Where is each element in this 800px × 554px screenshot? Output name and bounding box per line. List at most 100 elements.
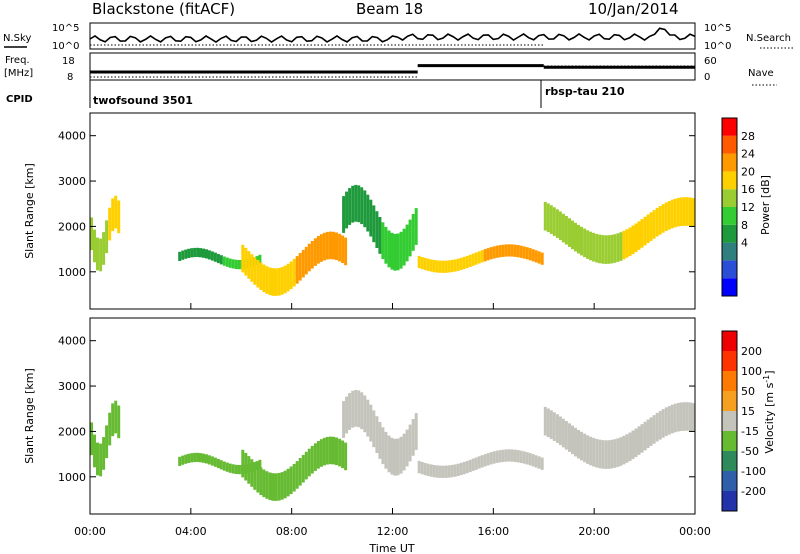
scatter-cell bbox=[237, 260, 241, 270]
colorbar-frame bbox=[721, 330, 738, 512]
scatter-cell bbox=[354, 184, 358, 222]
scatter-cell bbox=[289, 261, 293, 290]
scatter-cell bbox=[522, 246, 526, 259]
scatter-cell bbox=[679, 402, 683, 431]
scatter-cell bbox=[213, 252, 217, 262]
scatter-cell bbox=[589, 436, 593, 466]
colorbar-tick-label: 28 bbox=[741, 130, 755, 143]
scatter-cell bbox=[117, 200, 121, 234]
scatter-cell bbox=[604, 440, 608, 469]
scatter-cell bbox=[634, 223, 638, 253]
velocity-scatter bbox=[90, 389, 695, 501]
scatter-cell bbox=[402, 228, 406, 266]
scatter-cell bbox=[241, 244, 245, 273]
scatter-cell bbox=[231, 464, 235, 474]
x-tick-label: 00:00 bbox=[679, 525, 711, 538]
scatter-cell bbox=[471, 253, 475, 266]
colorbar-segment bbox=[722, 224, 737, 243]
scatter-cell bbox=[258, 459, 262, 469]
scatter-cell bbox=[673, 198, 677, 228]
scatter-cell bbox=[447, 260, 451, 273]
scatter-cell bbox=[516, 245, 520, 258]
scatter-cell bbox=[561, 418, 565, 448]
scatter-cell bbox=[262, 264, 266, 293]
scatter-cell bbox=[187, 248, 191, 258]
scatter-cell bbox=[286, 263, 290, 292]
scatter-cell bbox=[561, 213, 565, 243]
scatter-cell bbox=[280, 267, 284, 295]
scatter-cell bbox=[414, 413, 418, 450]
scatter-cell bbox=[501, 244, 505, 257]
scatter-cell bbox=[555, 209, 559, 238]
scatter-cell bbox=[396, 438, 400, 476]
scatter-cell bbox=[634, 428, 638, 458]
scatter-cell bbox=[295, 461, 299, 489]
scatter-cell bbox=[540, 457, 544, 470]
scatter-cell bbox=[592, 232, 596, 262]
scatter-cell bbox=[637, 221, 641, 250]
scatter-cell bbox=[601, 440, 605, 469]
scatter-cell bbox=[348, 188, 352, 225]
scatter-cell bbox=[558, 416, 562, 446]
scatter-cell bbox=[216, 458, 220, 469]
scatter-cell bbox=[468, 254, 472, 267]
scatter-cell bbox=[583, 228, 587, 258]
scatter-cell bbox=[525, 452, 529, 465]
scatter-cell bbox=[595, 438, 599, 468]
colorbar-segment bbox=[722, 118, 737, 136]
scatter-cell bbox=[450, 259, 454, 273]
scatter-cell bbox=[393, 438, 397, 476]
scatter-cell bbox=[586, 435, 590, 464]
scatter-cell bbox=[474, 457, 478, 470]
scatter-cell bbox=[522, 451, 526, 464]
scatter-cell bbox=[607, 235, 611, 264]
scatter-cell bbox=[640, 424, 644, 453]
x-axis-label: Time UT bbox=[368, 542, 414, 554]
scatter-cell bbox=[202, 248, 205, 258]
nave-label: Nave bbox=[748, 68, 774, 79]
scatter-cell bbox=[348, 393, 352, 430]
scatter-cell bbox=[564, 216, 568, 245]
colorbar-tick-label: 100 bbox=[741, 365, 762, 378]
scatter-cell bbox=[375, 416, 379, 453]
colorbar-tick-label: 15 bbox=[741, 405, 755, 418]
scatter-cell bbox=[435, 465, 439, 478]
scatter-cell bbox=[313, 238, 317, 266]
scatter-cell bbox=[411, 419, 415, 456]
scatter-cell bbox=[237, 465, 241, 475]
scatter-cell bbox=[304, 451, 308, 480]
scatter-cell bbox=[444, 260, 448, 273]
scatter-cell bbox=[274, 268, 278, 296]
scatter-cell bbox=[604, 235, 608, 264]
scatter-cell bbox=[354, 389, 358, 427]
scatter-cell bbox=[658, 206, 662, 235]
scatter-cell bbox=[625, 229, 629, 258]
scatter-cell bbox=[658, 411, 662, 440]
nave-tick-top: 60 bbox=[704, 56, 717, 67]
noise-right-label: N.Search bbox=[746, 33, 791, 44]
cpid-program-2: rbsp-tau 210 bbox=[545, 85, 625, 98]
scatter-cell bbox=[420, 462, 424, 475]
scatter-cell bbox=[114, 400, 118, 434]
colorbar-tick-label: 200 bbox=[741, 345, 762, 358]
scatter-cell bbox=[196, 452, 200, 462]
scatter-cell bbox=[537, 456, 541, 469]
scatter-cell bbox=[543, 406, 547, 436]
scatter-cell bbox=[222, 256, 226, 266]
scatter-cell bbox=[190, 248, 194, 258]
scatter-cell bbox=[549, 410, 553, 439]
scatter-cell bbox=[405, 429, 409, 467]
scatter-cell bbox=[456, 463, 460, 476]
scatter-cell bbox=[689, 402, 692, 432]
scatter-cell bbox=[375, 211, 379, 248]
scatter-cell bbox=[178, 456, 182, 466]
colorbar-tick-label: 4 bbox=[741, 237, 748, 250]
scatter-cell bbox=[564, 421, 568, 450]
colorbar-tick-label: -200 bbox=[741, 485, 766, 498]
scatter-cell bbox=[90, 217, 93, 251]
scatter-cell bbox=[558, 211, 562, 241]
scatter-cell bbox=[181, 455, 185, 465]
scatter-cell bbox=[592, 437, 596, 467]
scatter-cell bbox=[486, 248, 490, 261]
scatter-cell bbox=[477, 251, 481, 264]
